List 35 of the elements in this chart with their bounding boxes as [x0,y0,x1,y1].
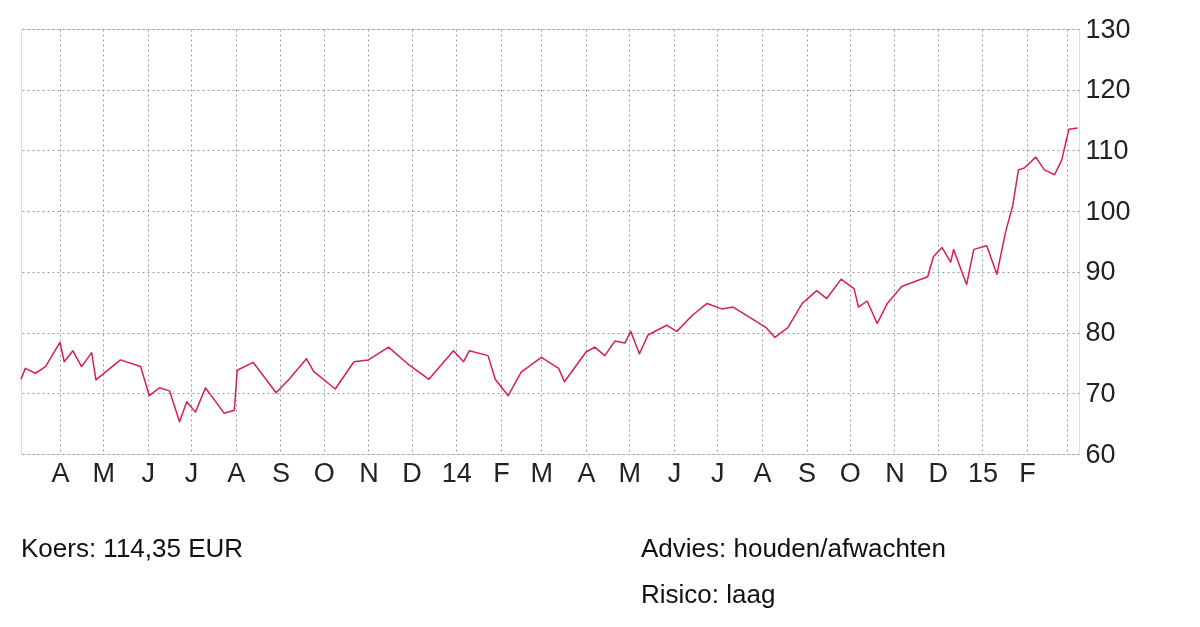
x-tick-label: F [1019,457,1036,488]
x-tick-label: A [753,457,772,488]
x-tick-label: O [313,457,335,488]
y-tick-label: 120 [1085,74,1131,105]
text: Risico: laag [641,579,776,609]
text: Koers: 114,35 EUR [21,533,244,563]
x-tick-label: J [710,457,725,488]
y-tick-label: 130 [1085,13,1131,44]
x-tick-label: A [577,457,596,488]
x-tick-label: 14 [441,457,472,488]
x-tick-label: S [271,457,290,488]
x-tick-label: S [798,457,817,488]
x-tick-label: A [51,457,70,488]
x-tick-label: A [227,457,246,488]
x-tick-label: 15 [967,457,998,488]
text: Advies: houden/afwachten [641,533,946,563]
y-tick-label: 70 [1085,377,1116,408]
x-tick-label: M [530,457,554,488]
x-tick-label: N [359,457,379,488]
x-tick-label: F [493,457,510,488]
x-tick-label: D [928,457,948,488]
x-tick-label: J [667,457,682,488]
x-tick-label: N [885,457,905,488]
y-tick-label: 60 [1085,438,1116,469]
x-tick-label: D [402,457,422,488]
y-tick-label: 80 [1085,317,1116,348]
x-tick-label: J [141,457,156,488]
y-tick-label: 110 [1085,134,1129,165]
x-tick-label: J [184,457,199,488]
x-tick-label: O [839,457,861,488]
y-tick-label: 100 [1085,195,1131,226]
line-series [20,127,1079,423]
x-tick-label: M [92,457,115,488]
y-tick-label: 90 [1085,256,1116,287]
x-tick-label: M [618,457,642,488]
